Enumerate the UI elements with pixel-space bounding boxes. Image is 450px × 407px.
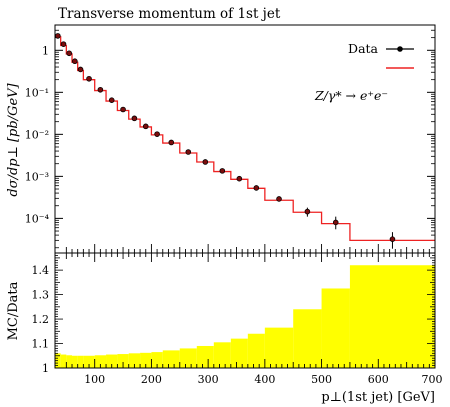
ratio-band-bar xyxy=(60,354,67,368)
data-point xyxy=(131,115,138,122)
y-tick-label-ratio: 1.1 xyxy=(32,338,50,351)
ratio-band-bar xyxy=(140,352,152,368)
data-point xyxy=(154,131,160,137)
mc-histogram-line xyxy=(55,36,435,242)
data-point xyxy=(389,236,396,242)
process-label: Z/γ* → e⁺e⁻ xyxy=(314,88,388,103)
y-tick-label-main: 10⁻³ xyxy=(25,170,49,183)
data-point xyxy=(185,149,192,155)
ratio-band-bar xyxy=(128,353,141,368)
data-point xyxy=(108,97,115,103)
data-point xyxy=(66,50,72,57)
ratio-plot-frame xyxy=(54,252,436,369)
legend-marker-data-point xyxy=(397,46,403,52)
y-axis-label-ratio: MC/Data xyxy=(6,281,21,340)
x-tick-label: 100 xyxy=(84,373,105,386)
y-tick-label-main: 10⁻⁴ xyxy=(25,212,50,225)
x-tick-label: 600 xyxy=(368,373,389,386)
ratio-band-bar xyxy=(162,350,180,368)
data-point xyxy=(97,86,104,93)
ratio-band-bar xyxy=(293,309,322,368)
data-point xyxy=(168,139,175,146)
ratio-band-bar xyxy=(179,348,197,368)
y-axis-label-main: dσ/dp⊥ [pb/GeV] xyxy=(6,82,21,196)
ratio-band-bar xyxy=(83,355,95,368)
data-point xyxy=(253,185,260,191)
ratio-band-bar xyxy=(321,288,350,368)
data-point xyxy=(276,196,282,202)
data-point xyxy=(332,219,339,226)
ratio-band-bar xyxy=(106,354,118,368)
main-plot-frame xyxy=(54,24,436,254)
x-tick-label: 400 xyxy=(254,373,275,386)
chart-title: Transverse momentum of 1st jet xyxy=(58,6,281,22)
y-tick-label-main: 10⁻¹ xyxy=(25,86,49,99)
x-tick-label: 500 xyxy=(311,373,332,386)
data-point xyxy=(236,175,243,182)
ratio-band-bar xyxy=(77,355,84,368)
ratio-band-bar xyxy=(94,355,107,368)
y-tick-label-main: 1 xyxy=(42,44,49,57)
data-point xyxy=(77,66,84,73)
y-tick-label-ratio: 1.2 xyxy=(32,313,50,326)
data-point xyxy=(86,75,92,82)
y-tick-label-ratio: 1 xyxy=(42,362,49,375)
data-point xyxy=(55,33,61,39)
x-tick-label: 200 xyxy=(141,373,162,386)
data-point xyxy=(304,208,311,215)
y-tick-label-ratio: 1.4 xyxy=(32,264,50,277)
x-tick-label: 700 xyxy=(422,373,443,386)
data-point xyxy=(120,106,126,113)
ratio-band-bar xyxy=(117,354,129,368)
ratio-band-bar xyxy=(196,345,214,368)
ratio-band-bar xyxy=(213,342,231,368)
legend-label-data: Data xyxy=(348,41,378,56)
data-point xyxy=(219,168,226,174)
x-axis-label: p⊥(1st jet) [GeV] xyxy=(321,390,435,405)
ratio-band-bar xyxy=(66,355,73,368)
ratio-band-bar xyxy=(230,338,248,368)
ratio-band-bar xyxy=(264,327,294,368)
x-tick-label: 300 xyxy=(198,373,219,386)
y-tick-label-ratio: 1.3 xyxy=(32,289,50,302)
ratio-band-bar xyxy=(72,355,78,368)
data-point xyxy=(60,41,67,47)
data-point xyxy=(202,159,209,165)
data-point xyxy=(142,123,149,130)
y-tick-label-main: 10⁻² xyxy=(25,128,49,141)
ratio-band-bar xyxy=(151,352,163,368)
ratio-band-bar xyxy=(247,333,265,368)
ratio-band-bar xyxy=(349,265,435,368)
data-point xyxy=(72,58,78,65)
